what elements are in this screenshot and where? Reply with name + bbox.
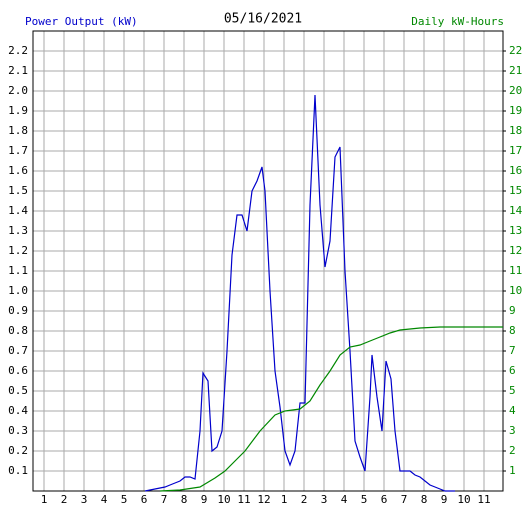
y-tick-label: 2.2: [8, 44, 28, 57]
y-tick-label: 2.0: [8, 84, 28, 97]
x-tick-label: 11: [237, 493, 250, 506]
x-tick-label: 7: [161, 493, 168, 506]
y2-tick-label: 17: [509, 144, 522, 157]
y-tick-label: 0.7: [8, 344, 28, 357]
x-tick-label: 1: [41, 493, 48, 506]
y2-tick-label: 8: [509, 324, 516, 337]
x-tick-label: 10: [217, 493, 230, 506]
y2-tick-label: 10: [509, 284, 522, 297]
y-tick-label: 1.6: [8, 164, 28, 177]
y2-tick-label: 18: [509, 124, 522, 137]
x-tick-label: 9: [201, 493, 208, 506]
x-tick-label: 2: [61, 493, 68, 506]
y2-tick-label: 22: [509, 44, 522, 57]
y-tick-label: 0.5: [8, 384, 28, 397]
x-tick-label: 3: [321, 493, 328, 506]
y-tick-label: 2.1: [8, 64, 28, 77]
y-tick-label: 0.8: [8, 324, 28, 337]
y2-tick-label: 4: [509, 404, 516, 417]
x-tick-label: 3: [81, 493, 88, 506]
y2-tick-label: 15: [509, 184, 522, 197]
y2-tick-label: 3: [509, 424, 516, 437]
x-tick-label: 4: [101, 493, 108, 506]
x-tick-label: 6: [141, 493, 148, 506]
y2-tick-label: 6: [509, 364, 516, 377]
x-tick-label: 11: [477, 493, 490, 506]
x-tick-label: 6: [381, 493, 388, 506]
x-tick-label: 5: [121, 493, 128, 506]
y-tick-label: 0.4: [8, 404, 28, 417]
y-tick-label: 1.7: [8, 144, 28, 157]
x-tick-label: 8: [181, 493, 188, 506]
y-axis-label: Power Output (kW): [25, 15, 138, 28]
y-tick-label: 0.3: [8, 424, 28, 437]
y-tick-label: 0.1: [8, 464, 28, 477]
y-tick-label: 1.4: [8, 204, 28, 217]
x-tick-label: 5: [361, 493, 368, 506]
x-tick-label: 9: [441, 493, 448, 506]
y-tick-label: 1.9: [8, 104, 28, 117]
x-tick-label: 10: [457, 493, 470, 506]
plot-frame: [32, 30, 504, 492]
y2-tick-label: 9: [509, 304, 516, 317]
y2-tick-label: 1: [509, 464, 516, 477]
y2-tick-label: 13: [509, 224, 522, 237]
y-tick-label: 1.2: [8, 244, 28, 257]
y-tick-label: 0.9: [8, 304, 28, 317]
y2-tick-label: 19: [509, 104, 522, 117]
y-tick-label: 0.2: [8, 444, 28, 457]
y-tick-label: 0.6: [8, 364, 28, 377]
x-tick-label: 7: [401, 493, 408, 506]
y2-tick-label: 7: [509, 344, 516, 357]
x-tick-label: 8: [421, 493, 428, 506]
y2-tick-label: 11: [509, 264, 522, 277]
y2-tick-label: 12: [509, 244, 522, 257]
chart-title: 05/16/2021: [224, 12, 302, 27]
y-tick-label: 1.1: [8, 264, 28, 277]
y-tick-label: 1.8: [8, 124, 28, 137]
series-line: [144, 94, 455, 492]
x-tick-label: 1: [281, 493, 288, 506]
series-line: [159, 326, 503, 492]
y-tick-label: 1.5: [8, 184, 28, 197]
y2-tick-label: 2: [509, 444, 516, 457]
x-tick-label: 2: [301, 493, 308, 506]
x-tick-label: 4: [341, 493, 348, 506]
x-tick-label: 12: [257, 493, 270, 506]
y-tick-label: 1.3: [8, 224, 28, 237]
y-tick-label: 1.0: [8, 284, 28, 297]
y2-tick-label: 21: [509, 64, 522, 77]
y2-tick-label: 5: [509, 384, 516, 397]
y2-axis-label: Daily kW-Hours: [411, 15, 504, 28]
y2-tick-label: 16: [509, 164, 522, 177]
y2-tick-label: 20: [509, 84, 522, 97]
y2-tick-label: 14: [509, 204, 523, 217]
